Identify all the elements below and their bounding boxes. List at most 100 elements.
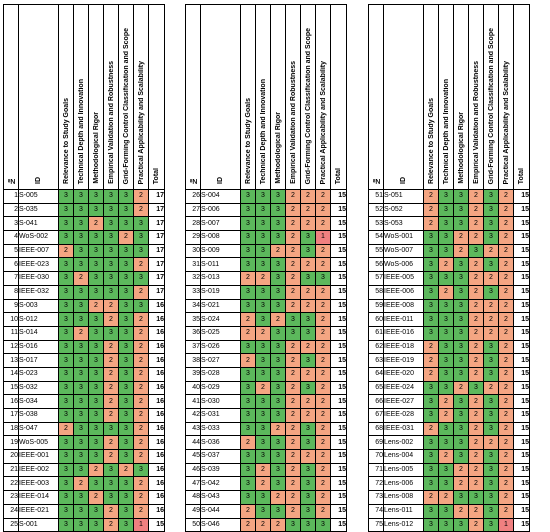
row-number: 64 (368, 366, 384, 382)
relevance-score: 3 (240, 216, 256, 232)
practical-applicability-score: 2 (315, 394, 331, 409)
row-number: 30 (185, 243, 201, 259)
study-id: S-035 (18, 202, 59, 218)
empirical-validation-score: 2 (285, 216, 301, 232)
table-row: 27 S-006 3 3 3 2 2 2 15 (185, 202, 347, 218)
table-row: 45 S-037 3 3 3 2 2 2 15 (185, 449, 347, 464)
study-id: S-007 (200, 216, 241, 232)
gfc-classification-score: 3 (483, 366, 499, 382)
row-number: 35 (185, 312, 201, 327)
methodological-rigor-score: 3 (270, 449, 286, 464)
col-practical-applicability-header: Practical Applicability and Scalability (498, 4, 514, 190)
empirical-validation-score: 2 (468, 421, 484, 437)
technical-depth-score: 3 (255, 312, 271, 327)
study-id: Lens-004 (383, 449, 424, 464)
total-score: 15 (513, 325, 530, 341)
gfc-classification-score: 3 (483, 408, 499, 423)
total-score: 15 (513, 394, 530, 409)
gfc-classification-score: 3 (118, 503, 134, 519)
relevance-score: 3 (240, 449, 256, 464)
study-id: S-037 (200, 449, 241, 464)
col-practical-applicability-header: Practical Applicability and Scalability (315, 4, 331, 190)
empirical-validation-score: 3 (103, 216, 119, 232)
total-score: 15 (513, 517, 530, 532)
technical-depth-score: 3 (73, 230, 89, 245)
total-score: 15 (330, 202, 347, 218)
technical-depth-score: 3 (255, 490, 271, 505)
study-id: S-036 (200, 435, 241, 451)
total-score: 16 (148, 408, 165, 423)
header-label: Practical Applicability and Scalability (502, 60, 510, 184)
empirical-validation-score: 2 (285, 476, 301, 492)
gfc-classification-score: 2 (483, 380, 499, 396)
study-id: S-032 (18, 380, 59, 396)
total-score: 17 (148, 230, 165, 245)
practical-applicability-score: 2 (498, 189, 514, 204)
technical-depth-score: 2 (255, 462, 271, 478)
technical-depth-score: 3 (255, 339, 271, 355)
col-total-header: Total (513, 4, 530, 190)
technical-depth-score: 3 (438, 202, 454, 218)
practical-applicability-score: 2 (498, 339, 514, 355)
practical-applicability-score: 2 (498, 325, 514, 341)
col-total-header: Total (148, 4, 165, 190)
header-label: Grid-Forming Control Classification and … (304, 27, 312, 184)
header-row: № ID Relevance to Study Goals Technical Dep… (185, 4, 347, 190)
total-score: 15 (513, 202, 530, 218)
relevance-score: 3 (58, 353, 74, 368)
relevance-score: 2 (240, 353, 256, 368)
col-total-header: Total (330, 4, 347, 190)
empirical-validation-score: 2 (285, 243, 301, 259)
study-id: WoS-005 (18, 435, 59, 451)
total-score: 17 (148, 202, 165, 218)
gfc-classification-score: 3 (118, 298, 134, 314)
total-score: 15 (513, 380, 530, 396)
row-number: 15 (3, 380, 19, 396)
technical-depth-score: 3 (438, 476, 454, 492)
technical-depth-score: 3 (255, 449, 271, 464)
gfc-classification-score: 3 (483, 339, 499, 355)
technical-depth-score: 2 (438, 490, 454, 505)
header-label: Relevance to Study Goals (427, 98, 435, 184)
row-number: 19 (3, 435, 19, 451)
practical-applicability-score: 2 (498, 366, 514, 382)
total-score: 16 (148, 503, 165, 519)
header-label: Technical Depth and Innovation (442, 78, 450, 184)
methodological-rigor-score: 2 (270, 421, 286, 437)
methodological-rigor-score: 3 (270, 435, 286, 451)
technical-depth-score: 3 (438, 366, 454, 382)
methodological-rigor-score: 3 (88, 435, 104, 451)
practical-applicability-score: 2 (133, 325, 149, 341)
gfc-classification-score: 3 (118, 517, 134, 532)
study-id: IEEE-031 (383, 421, 424, 437)
header-label: Methodological Rigor (457, 112, 465, 184)
technical-depth-score: 3 (438, 462, 454, 478)
technical-depth-score: 3 (255, 408, 271, 423)
table-row: 67 IEEE-028 3 2 3 2 3 2 15 (368, 408, 530, 423)
table-row: 14 S-023 3 3 3 2 3 2 16 (3, 366, 165, 382)
study-id: S-044 (200, 503, 241, 519)
gfc-classification-score: 3 (300, 517, 316, 532)
relevance-score: 3 (240, 243, 256, 259)
technical-depth-score: 2 (73, 271, 89, 286)
total-score: 15 (330, 366, 347, 382)
practical-applicability-score: 2 (133, 257, 149, 273)
col-number-header: № (368, 4, 384, 190)
row-number: 13 (3, 353, 19, 368)
row-number: 38 (185, 353, 201, 368)
study-id: S-030 (200, 394, 241, 409)
study-id: S-051 (383, 189, 424, 204)
relevance-score: 3 (58, 257, 74, 273)
relevance-score: 3 (58, 339, 74, 355)
study-id: IEEE-006 (383, 284, 424, 300)
study-id: WoS-002 (18, 230, 59, 245)
table-row: 42 S-031 3 3 3 2 2 2 15 (185, 408, 347, 423)
practical-applicability-score: 3 (133, 462, 149, 478)
table-row: 12 S-016 3 3 3 2 3 2 16 (3, 339, 165, 355)
technical-depth-score: 3 (438, 517, 454, 532)
practical-applicability-score: 2 (498, 312, 514, 327)
practical-applicability-score: 2 (133, 435, 149, 451)
row-number: 10 (3, 312, 19, 327)
practical-applicability-score: 2 (133, 366, 149, 382)
col-practical-applicability-header: Practical Applicability and Scalability (133, 4, 149, 190)
